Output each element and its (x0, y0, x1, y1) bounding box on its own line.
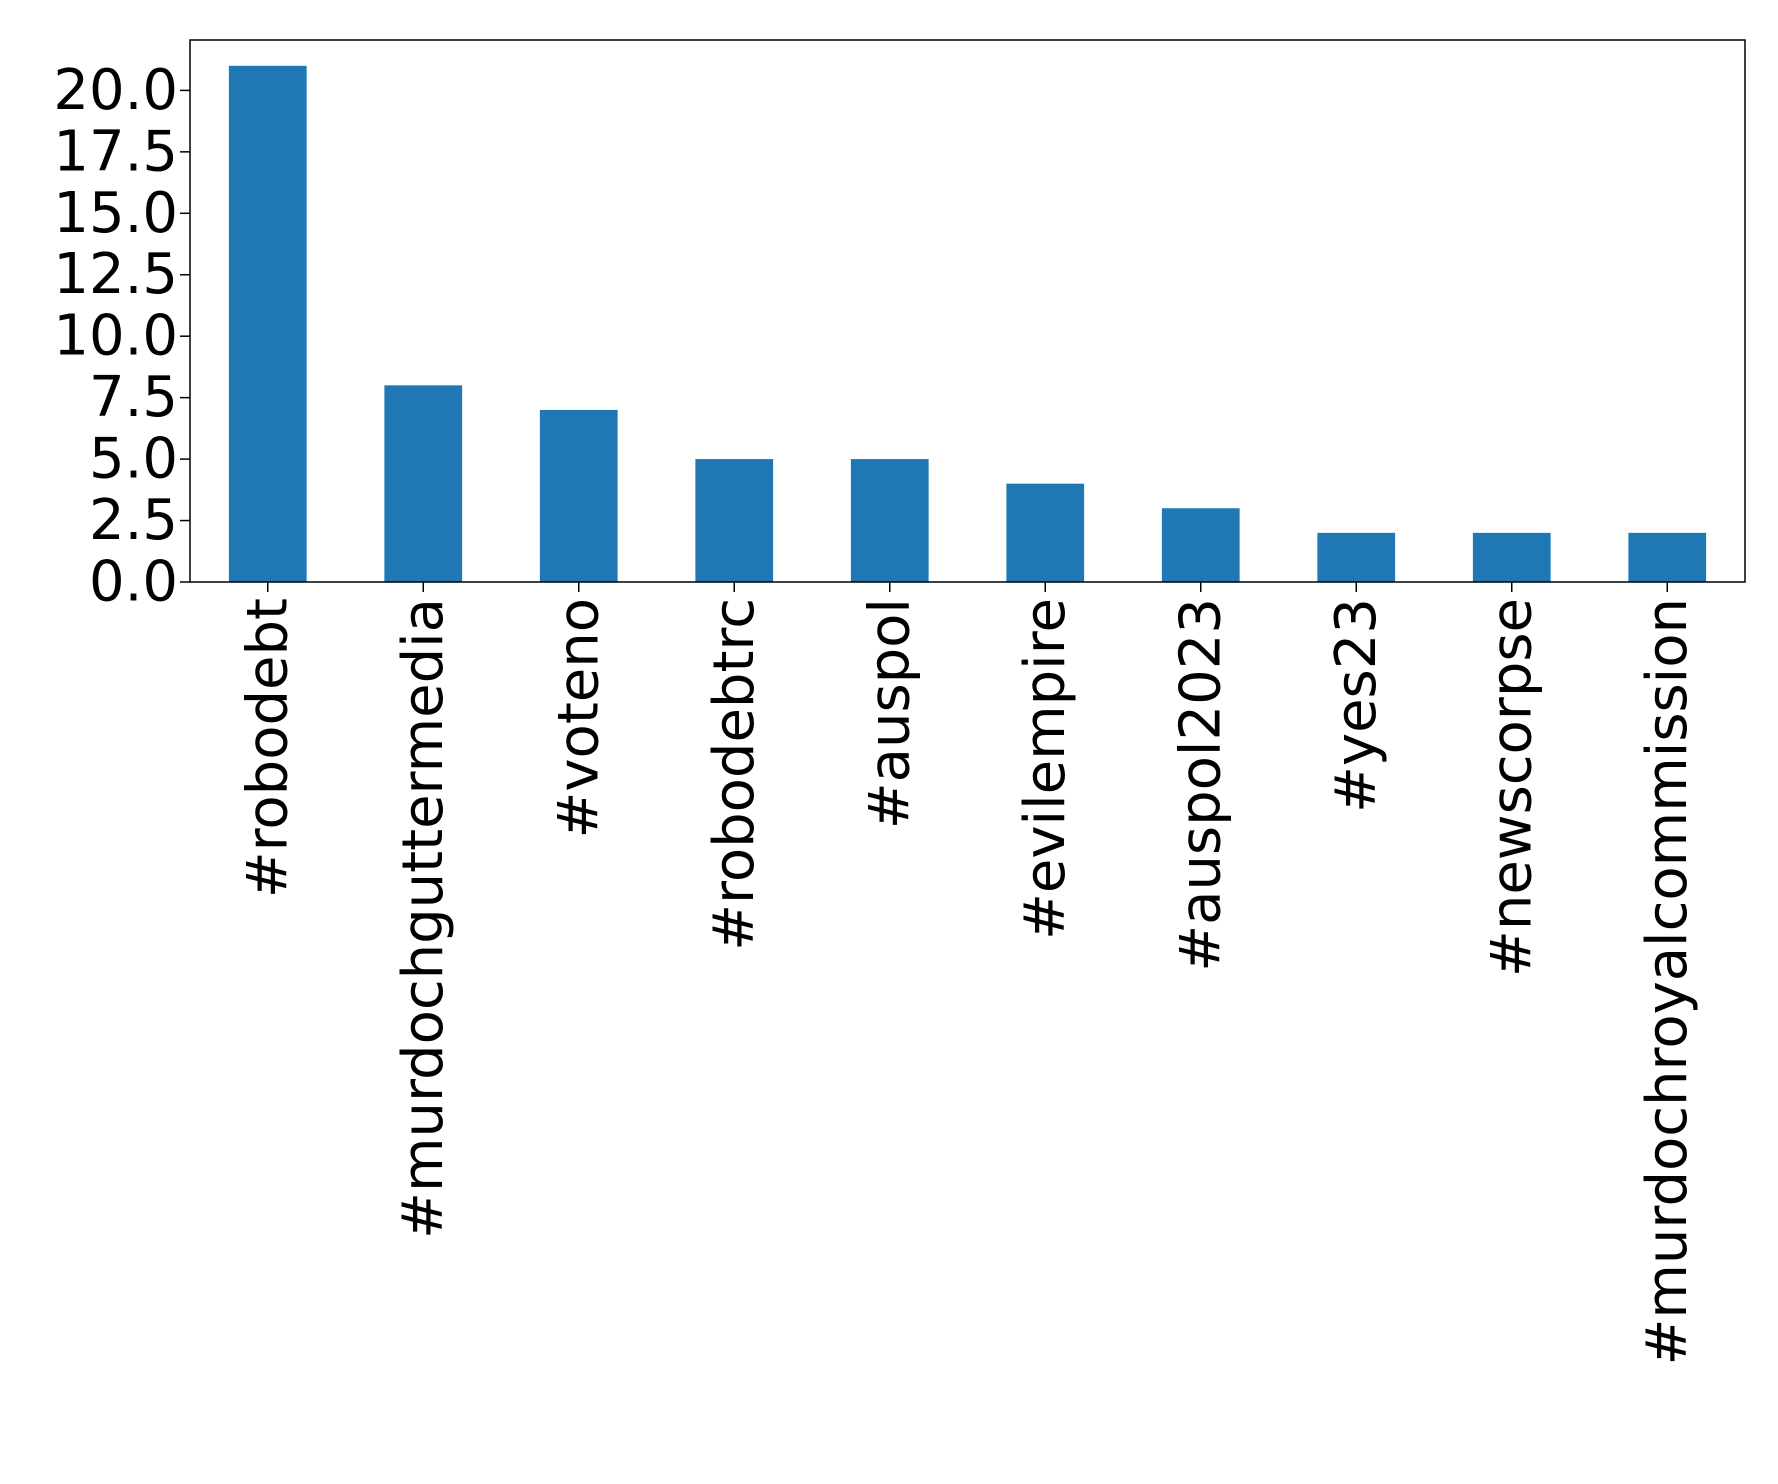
y-tick-label: 17.5 (53, 119, 178, 184)
bar-auspol (850, 459, 929, 582)
x-category-label: #robodebt (235, 598, 300, 898)
y-tick-label: 20.0 (53, 58, 178, 123)
bar-murdochguttermedia (384, 385, 463, 582)
x-category-label: #robodebtrc (702, 598, 767, 951)
y-tick-label: 2.5 (89, 488, 178, 553)
y-tick-label: 10.0 (53, 304, 178, 369)
bar-voteno (539, 409, 618, 582)
bar-robodebtrc (695, 459, 774, 582)
y-tick-label: 5.0 (89, 427, 178, 492)
x-axis: #robodebt #murdochguttermedia #voteno #robo… (235, 582, 1700, 1366)
x-category-label: #evilempire (1013, 598, 1078, 940)
x-category-label: #yes23 (1324, 598, 1389, 813)
x-category-label: #auspol (857, 598, 922, 829)
y-tick-label: 12.5 (53, 242, 178, 307)
bar-auspol2023 (1161, 508, 1240, 582)
y-tick-label: 0.0 (89, 550, 178, 615)
x-category-label: #murdochroyalcommission (1635, 598, 1700, 1366)
x-category-label: #newscorpse (1479, 598, 1544, 977)
plot-area-frame (189, 39, 1746, 583)
y-axis: 0.02.55.07.510.012.515.017.520.0 (53, 58, 190, 615)
bar-robodebt (228, 65, 307, 583)
bars-layer (228, 65, 1707, 583)
x-category-label: #voteno (546, 598, 611, 839)
y-tick-label: 15.0 (53, 181, 178, 246)
bar-murdochroyalcommission (1628, 532, 1707, 582)
x-category-label: #murdochguttermedia (391, 598, 456, 1239)
bar-evilempire (1006, 483, 1085, 582)
bar-newscorpse (1472, 532, 1551, 582)
bar-yes23 (1317, 532, 1396, 582)
y-tick-label: 7.5 (89, 365, 178, 430)
x-category-label: #auspol2023 (1168, 598, 1233, 972)
